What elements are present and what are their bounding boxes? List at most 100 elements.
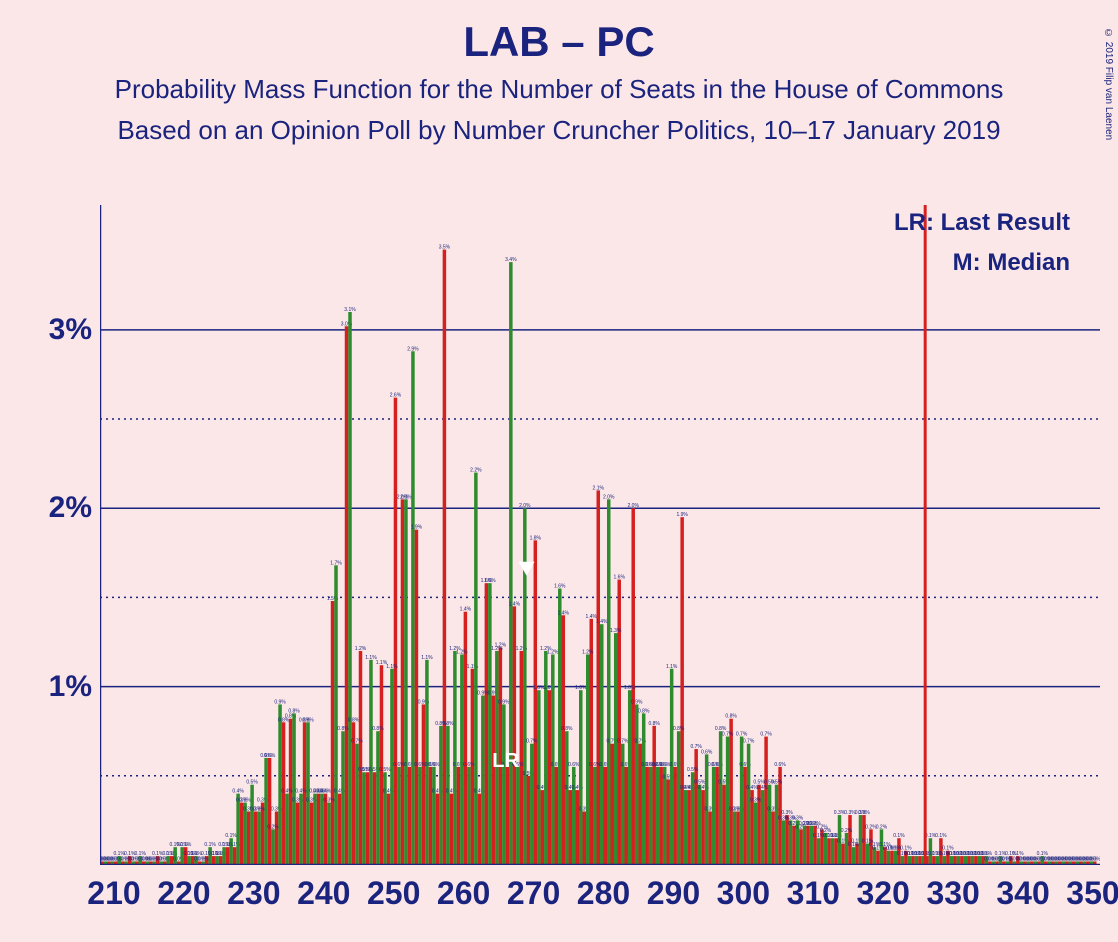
svg-text:2.9%: 2.9% bbox=[407, 346, 419, 352]
svg-text:0.6%: 0.6% bbox=[428, 762, 440, 768]
svg-text:0.7%: 0.7% bbox=[722, 732, 734, 738]
x-axis-label: 260 bbox=[437, 875, 490, 912]
svg-text:0.8%: 0.8% bbox=[372, 726, 384, 732]
x-axis-label: 340 bbox=[996, 875, 1049, 912]
x-axis-label: 320 bbox=[857, 875, 910, 912]
legend-m: M: Median bbox=[953, 249, 1070, 277]
svg-text:0.7%: 0.7% bbox=[351, 739, 363, 745]
svg-text:2.0%: 2.0% bbox=[400, 494, 412, 500]
svg-text:2.0%: 2.0% bbox=[519, 503, 531, 509]
svg-text:0.8%: 0.8% bbox=[348, 717, 360, 723]
chart-area: 0.0%0.0%0.0%0.0%0.0%0.0%0.1%0.0%0.0%0.1%… bbox=[100, 205, 1100, 865]
svg-text:0.0%: 0.0% bbox=[1089, 856, 1100, 862]
svg-text:0.1%: 0.1% bbox=[180, 842, 192, 848]
x-axis-label: 240 bbox=[297, 875, 350, 912]
svg-text:2.0%: 2.0% bbox=[603, 494, 615, 500]
svg-text:0.3%: 0.3% bbox=[239, 798, 251, 804]
y-axis-label: 1% bbox=[49, 670, 92, 704]
svg-text:0.7%: 0.7% bbox=[743, 739, 755, 745]
svg-text:0.8%: 0.8% bbox=[725, 714, 737, 720]
svg-text:0.3%: 0.3% bbox=[253, 806, 265, 812]
svg-text:0.9%: 0.9% bbox=[498, 699, 510, 705]
svg-text:1.2%: 1.2% bbox=[582, 650, 594, 656]
svg-text:0.3%: 0.3% bbox=[323, 798, 335, 804]
svg-text:1.4%: 1.4% bbox=[509, 601, 521, 607]
x-axis-label: 330 bbox=[926, 875, 979, 912]
svg-text:0.5%: 0.5% bbox=[379, 767, 391, 773]
svg-text:0.8%: 0.8% bbox=[648, 721, 660, 727]
svg-text:0.6%: 0.6% bbox=[568, 762, 580, 768]
x-axis-label: 270 bbox=[507, 875, 560, 912]
svg-text:LR: LR bbox=[492, 750, 519, 772]
svg-text:2.0%: 2.0% bbox=[628, 503, 640, 509]
svg-text:1.6%: 1.6% bbox=[614, 575, 626, 581]
svg-text:0.4%: 0.4% bbox=[295, 789, 307, 795]
y-axis-label: 3% bbox=[49, 313, 92, 347]
svg-text:1.9%: 1.9% bbox=[411, 525, 423, 531]
x-axis-label: 280 bbox=[577, 875, 630, 912]
svg-text:2.6%: 2.6% bbox=[390, 393, 402, 399]
svg-text:0.5%: 0.5% bbox=[246, 780, 258, 786]
svg-text:0.4%: 0.4% bbox=[757, 785, 769, 791]
svg-text:1.2%: 1.2% bbox=[355, 646, 367, 652]
svg-text:0.8%: 0.8% bbox=[442, 721, 454, 727]
svg-text:0.9%: 0.9% bbox=[274, 699, 286, 705]
svg-text:0.3%: 0.3% bbox=[750, 798, 762, 804]
svg-text:0.0%: 0.0% bbox=[197, 856, 209, 862]
x-axis-label: 350 bbox=[1066, 875, 1118, 912]
x-axis-label: 310 bbox=[787, 875, 840, 912]
x-axis-label: 300 bbox=[717, 875, 770, 912]
x-axis-label: 220 bbox=[157, 875, 210, 912]
svg-text:1.4%: 1.4% bbox=[596, 619, 608, 625]
chart-svg: 0.0%0.0%0.0%0.0%0.0%0.0%0.1%0.0%0.0%0.1%… bbox=[100, 205, 1100, 865]
svg-text:0.3%: 0.3% bbox=[858, 810, 870, 816]
svg-text:0.4%: 0.4% bbox=[232, 789, 244, 795]
svg-text:1.2%: 1.2% bbox=[495, 642, 507, 648]
svg-text:0.6%: 0.6% bbox=[774, 762, 786, 768]
svg-text:2.2%: 2.2% bbox=[470, 468, 482, 474]
svg-text:0.7%: 0.7% bbox=[526, 739, 538, 745]
svg-text:0.1%: 0.1% bbox=[225, 833, 237, 839]
svg-text:1.6%: 1.6% bbox=[484, 578, 496, 584]
svg-text:1.2%: 1.2% bbox=[547, 650, 559, 656]
x-axis-label: 230 bbox=[227, 875, 280, 912]
x-axis-label: 290 bbox=[647, 875, 700, 912]
svg-text:1.1%: 1.1% bbox=[386, 664, 398, 670]
svg-text:1.4%: 1.4% bbox=[460, 607, 472, 613]
svg-text:3.5%: 3.5% bbox=[439, 245, 451, 251]
svg-text:0.2%: 0.2% bbox=[876, 824, 888, 830]
svg-text:0.6%: 0.6% bbox=[701, 749, 713, 755]
svg-text:1.4%: 1.4% bbox=[558, 610, 570, 616]
y-axis-label: 2% bbox=[49, 491, 92, 525]
svg-text:0.5%: 0.5% bbox=[687, 767, 699, 773]
svg-text:1.7%: 1.7% bbox=[330, 560, 342, 566]
svg-text:0.6%: 0.6% bbox=[264, 753, 276, 759]
svg-text:1.8%: 1.8% bbox=[530, 535, 542, 541]
svg-text:0.8%: 0.8% bbox=[561, 726, 573, 732]
svg-text:1.1%: 1.1% bbox=[666, 664, 678, 670]
svg-text:0.7%: 0.7% bbox=[617, 739, 629, 745]
svg-text:0.1%: 0.1% bbox=[935, 833, 947, 839]
svg-text:0.8%: 0.8% bbox=[673, 726, 685, 732]
legend-lr: LR: Last Result bbox=[894, 209, 1070, 237]
svg-text:1.9%: 1.9% bbox=[676, 512, 688, 518]
svg-text:1.6%: 1.6% bbox=[554, 584, 566, 590]
svg-text:1.2%: 1.2% bbox=[456, 650, 468, 656]
svg-text:0.7%: 0.7% bbox=[736, 732, 748, 738]
svg-text:0.4%: 0.4% bbox=[320, 789, 332, 795]
x-axis-label: 210 bbox=[87, 875, 140, 912]
svg-text:0.8%: 0.8% bbox=[288, 708, 300, 714]
svg-text:0.1%: 0.1% bbox=[204, 842, 216, 848]
svg-text:0.8%: 0.8% bbox=[638, 708, 650, 714]
copyright-text: © 2019 Filip van Laenen bbox=[1103, 28, 1114, 140]
svg-text:0.4%: 0.4% bbox=[281, 789, 293, 795]
chart-subtitle-2: Based on an Opinion Poll by Number Crunc… bbox=[0, 115, 1118, 146]
svg-text:0.8%: 0.8% bbox=[337, 726, 349, 732]
x-axis-label: 250 bbox=[367, 875, 420, 912]
svg-text:0.5%: 0.5% bbox=[771, 780, 783, 786]
svg-text:1.1%: 1.1% bbox=[421, 655, 433, 661]
svg-text:3.4%: 3.4% bbox=[505, 257, 517, 263]
svg-text:1.0%: 1.0% bbox=[624, 685, 636, 691]
svg-text:0.2%: 0.2% bbox=[267, 824, 279, 830]
svg-text:0.1%: 0.1% bbox=[893, 833, 905, 839]
